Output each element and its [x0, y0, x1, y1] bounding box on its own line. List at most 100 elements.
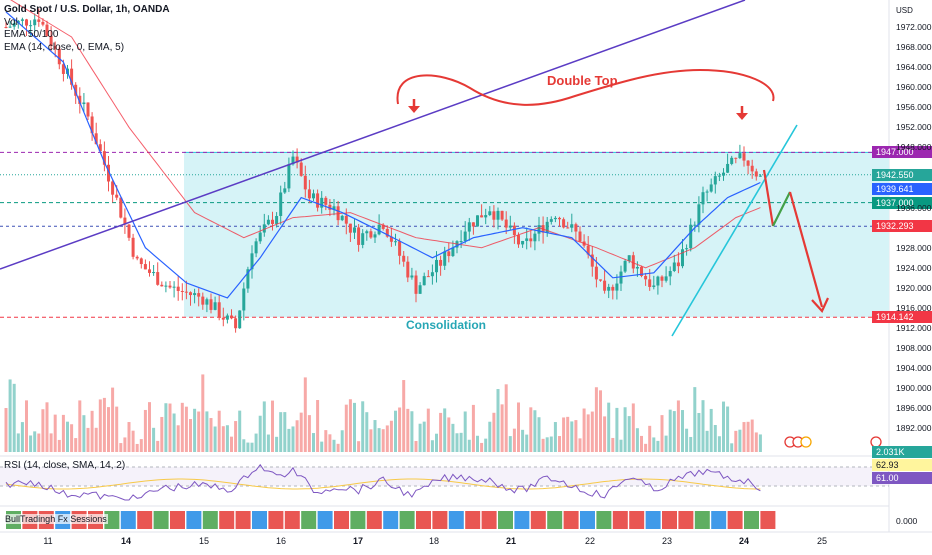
candle — [517, 235, 520, 245]
candle — [754, 171, 758, 177]
candle — [672, 262, 676, 271]
candle — [398, 241, 402, 256]
candle — [230, 315, 233, 319]
candle — [574, 224, 578, 232]
volume-bar — [635, 428, 639, 452]
peak-arrow-right-head — [736, 113, 748, 120]
volume-bar — [549, 436, 553, 452]
candle — [344, 215, 348, 224]
indicator-ema-14: EMA (14, close, 0, EMA, 5) — [4, 41, 125, 53]
candle — [459, 240, 463, 242]
volume-bar — [619, 439, 623, 452]
volume-bar — [152, 427, 156, 452]
volume-bar — [193, 408, 197, 452]
session-block — [760, 511, 776, 529]
volume-bar — [279, 412, 283, 452]
price-axis-tick: 1928.000 — [896, 242, 932, 253]
candle — [279, 192, 283, 216]
price-axis-tick: 1956.000 — [896, 102, 932, 113]
volume-bar — [74, 438, 78, 452]
candle — [8, 26, 12, 28]
session-block — [678, 511, 694, 529]
candle — [693, 224, 697, 226]
candle — [394, 241, 397, 243]
candle — [500, 210, 504, 220]
volume-bar — [603, 416, 607, 452]
candle — [758, 175, 762, 177]
session-block — [153, 511, 169, 529]
session-block — [580, 511, 595, 529]
session-block — [727, 511, 743, 529]
volume-bar — [90, 410, 94, 452]
candle — [562, 219, 566, 228]
candle — [78, 95, 82, 105]
candle — [123, 217, 127, 225]
volume-bar — [61, 414, 65, 452]
candle — [197, 293, 201, 297]
rsi-legend: RSI (14, close, SMA, 14, 2) — [4, 460, 126, 471]
volume-bar — [4, 408, 8, 452]
volume-bar — [328, 434, 332, 452]
consolidation-zone — [184, 152, 889, 318]
candle — [242, 288, 246, 311]
price-tag: 1937.000 — [872, 196, 932, 209]
time-axis-tick: 15 — [198, 536, 209, 546]
volume-bar — [447, 417, 451, 452]
volume-bar — [25, 400, 28, 452]
session-block — [186, 511, 202, 529]
time-axis-tick: 22 — [584, 536, 595, 546]
candle — [664, 276, 668, 281]
currency-label: USD — [896, 6, 913, 15]
volume-bar — [590, 411, 594, 452]
candle — [681, 249, 684, 267]
volume-bar — [697, 412, 701, 452]
candle — [644, 275, 648, 280]
session-block — [481, 511, 497, 529]
candle — [168, 285, 172, 288]
volume-bar — [246, 442, 250, 452]
price-axis-tick: 1948.000 — [896, 142, 932, 153]
candle — [529, 238, 533, 242]
volume-bar — [197, 411, 201, 452]
volume-bar — [693, 387, 697, 452]
candle — [406, 261, 410, 278]
volume-bar — [299, 412, 303, 452]
candle — [357, 227, 361, 245]
volume-bar — [262, 401, 266, 452]
volume-bar — [86, 427, 90, 452]
volume-bar — [303, 377, 307, 452]
candle — [537, 225, 541, 234]
candle — [488, 211, 492, 216]
volume-bar — [410, 411, 414, 452]
volume-bar — [451, 423, 455, 452]
candle — [611, 286, 615, 291]
volume-bar — [562, 417, 566, 452]
candle — [377, 224, 381, 235]
volume-bar — [205, 411, 209, 452]
volume-bar — [94, 427, 98, 452]
volume-bar — [139, 439, 143, 452]
volume-bar — [496, 389, 500, 452]
volume-bar — [123, 437, 127, 452]
session-block — [383, 511, 399, 529]
candle — [730, 157, 734, 164]
candle — [570, 224, 574, 228]
candle — [426, 276, 430, 278]
volume-bar — [463, 411, 467, 452]
price-tag: 1942.550 — [872, 168, 932, 181]
volume-bar — [476, 435, 479, 452]
volume-bar — [754, 432, 758, 452]
candle — [722, 172, 725, 176]
candle — [102, 151, 106, 165]
candle — [29, 25, 33, 27]
candle — [635, 266, 639, 269]
candle — [307, 189, 311, 199]
session-block — [711, 511, 727, 529]
candle — [160, 284, 164, 287]
candle — [640, 266, 643, 276]
candle — [20, 19, 24, 21]
candle — [312, 193, 315, 199]
volume-bar — [640, 435, 643, 452]
